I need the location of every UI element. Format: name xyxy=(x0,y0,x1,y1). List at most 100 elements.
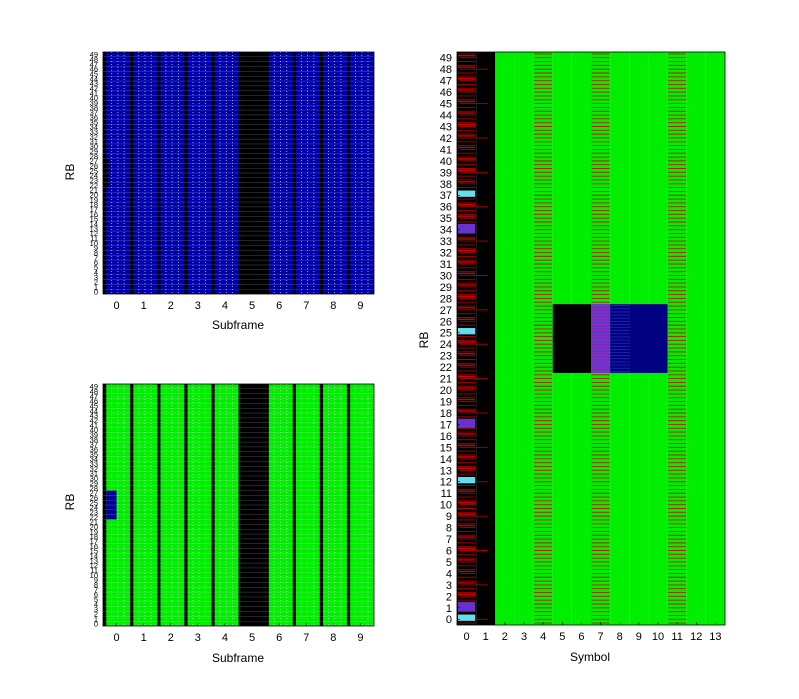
y-tick-label: 5 xyxy=(94,595,98,604)
x-tick-label: 1 xyxy=(483,631,489,643)
x-tick-label: 2 xyxy=(502,631,508,643)
symbol-column-3 xyxy=(514,52,534,625)
cyan-rb-marker xyxy=(458,477,476,484)
y-tick-label: 33 xyxy=(440,236,452,248)
y-tick-label: 15 xyxy=(90,215,98,224)
y-tick-label: 3 xyxy=(94,273,98,282)
x-tick-label: 12 xyxy=(690,631,702,643)
x-tick-label: 9 xyxy=(357,300,363,312)
y-tick-label: 42 xyxy=(90,416,98,425)
y-axis-label: RB xyxy=(63,164,77,181)
y-tick-label: 17 xyxy=(90,205,98,214)
y-tick-label: 44 xyxy=(90,406,98,415)
y-tick-label: 47 xyxy=(440,76,452,88)
y-tick-label: 32 xyxy=(90,464,98,473)
y-tick-label: 20 xyxy=(90,522,98,531)
y-tick-label: 33 xyxy=(90,460,98,469)
y-tick-label: 21 xyxy=(440,374,452,386)
x-axis-label: Symbol xyxy=(570,650,610,664)
y-tick-label: 23 xyxy=(440,351,452,363)
symbol-column-2 xyxy=(495,52,515,625)
plot-area: 0123456789101112131415161718192021222324… xyxy=(90,50,375,312)
y-tick-label: 1 xyxy=(446,603,452,615)
y-tick-label: 23 xyxy=(90,508,98,517)
y-tick-label: 25 xyxy=(90,166,98,175)
y-tick-label: 10 xyxy=(440,500,452,512)
y-tick-label: 21 xyxy=(90,518,98,527)
y-tick-label: 2 xyxy=(94,278,98,287)
y-tick-label: 21 xyxy=(90,186,98,195)
y-tick-label: 37 xyxy=(440,190,452,202)
y-tick-label: 48 xyxy=(440,64,452,76)
y-tick-label: 19 xyxy=(90,195,98,204)
y-tick-label: 20 xyxy=(440,385,452,397)
y-tick-label: 37 xyxy=(90,440,98,449)
y-tick-label: 24 xyxy=(440,339,452,351)
y-tick-label: 19 xyxy=(440,396,452,408)
x-tick-label: 4 xyxy=(540,631,546,643)
y-tick-label: 45 xyxy=(90,69,98,78)
y-tick-label: 31 xyxy=(440,259,452,271)
y-tick-label: 9 xyxy=(94,576,98,585)
cyan-rb-marker xyxy=(458,190,476,197)
y-tick-label: 48 xyxy=(90,387,98,396)
y-tick-label: 6 xyxy=(446,545,452,557)
y-tick-label: 28 xyxy=(90,484,98,493)
y-tick-label: 40 xyxy=(440,156,452,168)
y-tick-label: 13 xyxy=(90,556,98,565)
y-tick-label: 37 xyxy=(90,108,98,117)
y-tick-label: 46 xyxy=(90,65,98,74)
x-tick-label: 4 xyxy=(222,300,228,312)
x-tick-label: 3 xyxy=(195,300,201,312)
y-tick-label: 36 xyxy=(440,202,452,214)
x-tick-label: 6 xyxy=(276,300,282,312)
y-tick-label: 43 xyxy=(90,411,98,420)
y-tick-label: 22 xyxy=(90,513,98,522)
allocation-block-purple xyxy=(591,304,611,373)
y-tick-label: 1 xyxy=(94,614,98,623)
y-tick-label: 3 xyxy=(94,605,98,614)
x-tick-label: 4 xyxy=(222,632,228,644)
y-tick-label: 41 xyxy=(440,144,452,156)
y-tick-label: 17 xyxy=(440,419,452,431)
y-tick-label: 8 xyxy=(446,523,452,535)
x-tick-label: 10 xyxy=(652,631,664,643)
purple-rb-marker xyxy=(458,223,476,234)
x-tick-label: 8 xyxy=(617,631,623,643)
x-tick-label: 7 xyxy=(598,631,604,643)
y-tick-label: 29 xyxy=(90,479,98,488)
y-tick-label: 38 xyxy=(440,179,452,191)
y-tick-label: 12 xyxy=(440,477,452,489)
y-tick-label: 42 xyxy=(440,133,452,145)
y-tick-label: 3 xyxy=(446,580,452,592)
y-tick-label: 47 xyxy=(90,392,98,401)
x-tick-label: 8 xyxy=(330,632,336,644)
allocation-block-control xyxy=(552,304,591,373)
x-tick-label: 1 xyxy=(141,632,147,644)
y-tick-label: 28 xyxy=(90,152,98,161)
y-tick-label: 27 xyxy=(90,157,98,166)
y-tick-label: 32 xyxy=(440,248,452,260)
y-tick-label: 7 xyxy=(94,585,98,594)
y-tick-label: 44 xyxy=(90,74,98,83)
y-tick-label: 46 xyxy=(90,397,98,406)
y-tick-label: 36 xyxy=(90,445,98,454)
y-tick-label: 15 xyxy=(440,442,452,454)
x-tick-label: 3 xyxy=(521,631,527,643)
y-tick-label: 6 xyxy=(94,590,98,599)
x-tick-label: 6 xyxy=(578,631,584,643)
x-tick-label: 5 xyxy=(249,632,255,644)
y-tick-label: 32 xyxy=(90,132,98,141)
y-tick-label: 4 xyxy=(94,600,98,609)
y-tick-label: 27 xyxy=(90,489,98,498)
y-tick-label: 31 xyxy=(90,469,98,478)
subframe-heatmap-top: 0123456789101112131415161718192021222324… xyxy=(63,50,375,332)
y-tick-label: 47 xyxy=(90,60,98,69)
x-tick-label: 2 xyxy=(168,300,174,312)
y-tick-label: 4 xyxy=(446,568,452,580)
x-tick-label: 7 xyxy=(303,300,309,312)
y-tick-label: 42 xyxy=(90,84,98,93)
x-tick-label: 11 xyxy=(671,631,682,643)
y-tick-label: 16 xyxy=(90,542,98,551)
